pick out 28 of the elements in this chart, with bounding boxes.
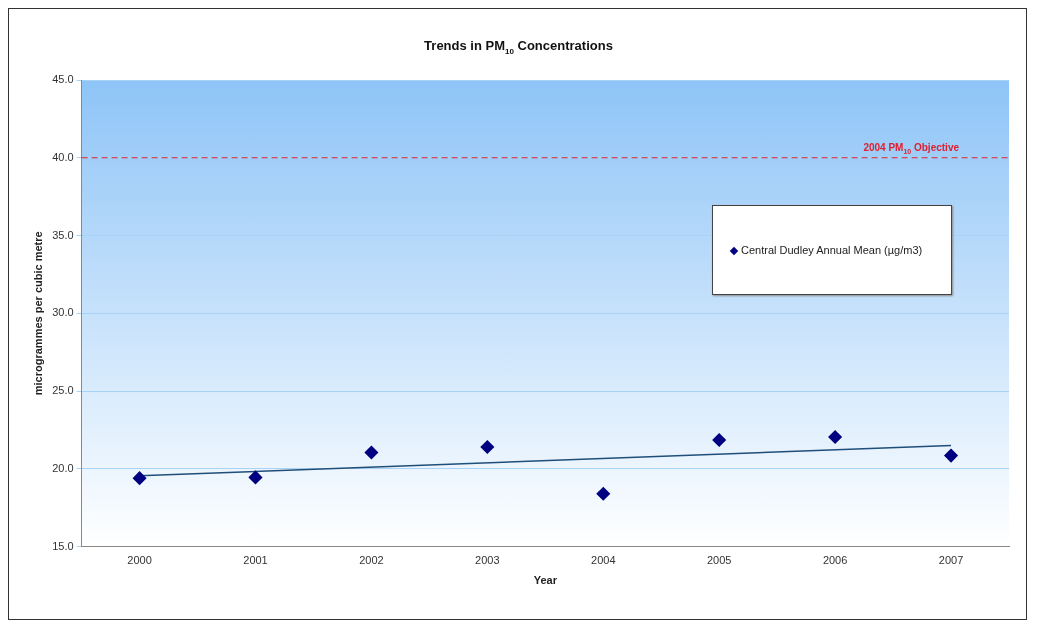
point [480,440,495,454]
x-tick-label: 2003 [475,554,500,567]
chart-title: Trends in PM$_{10}$ Concentrations [423,38,614,56]
y-tick-label: 25.0 [52,384,74,397]
y-tick-label: 45.0 [52,73,74,86]
x-tick-label: 2004 [591,554,616,567]
legend-box: Central Dudley Annual Mean (µg/m3) [712,205,952,295]
point [364,445,379,460]
y-tick-label: 20.0 [52,461,74,474]
point [944,448,958,463]
point [712,433,726,447]
x-tick-label: 2006 [822,554,848,567]
x-axis-title: Year [533,574,558,587]
y-tick-label: 35.0 [52,228,74,241]
point [596,486,611,501]
x-tick-label: 2005 [706,554,732,567]
legend-label: Central Dudley Annual Mean (µg/m3) [741,244,923,256]
x-tick-label: 2007 [938,554,964,567]
x-tick-label: 2001 [243,554,268,567]
y-axis-title: microgrammes per cubic metre [31,231,44,396]
point [828,430,842,444]
y-tick-label: 15.0 [52,539,74,552]
point [132,471,147,485]
y-tick-label: 40.0 [52,150,74,163]
x-tick-label: 2002 [359,554,384,567]
point [248,470,263,485]
x-tick-label: 2000 [127,554,152,567]
y-tick-label: 30.0 [52,306,74,319]
